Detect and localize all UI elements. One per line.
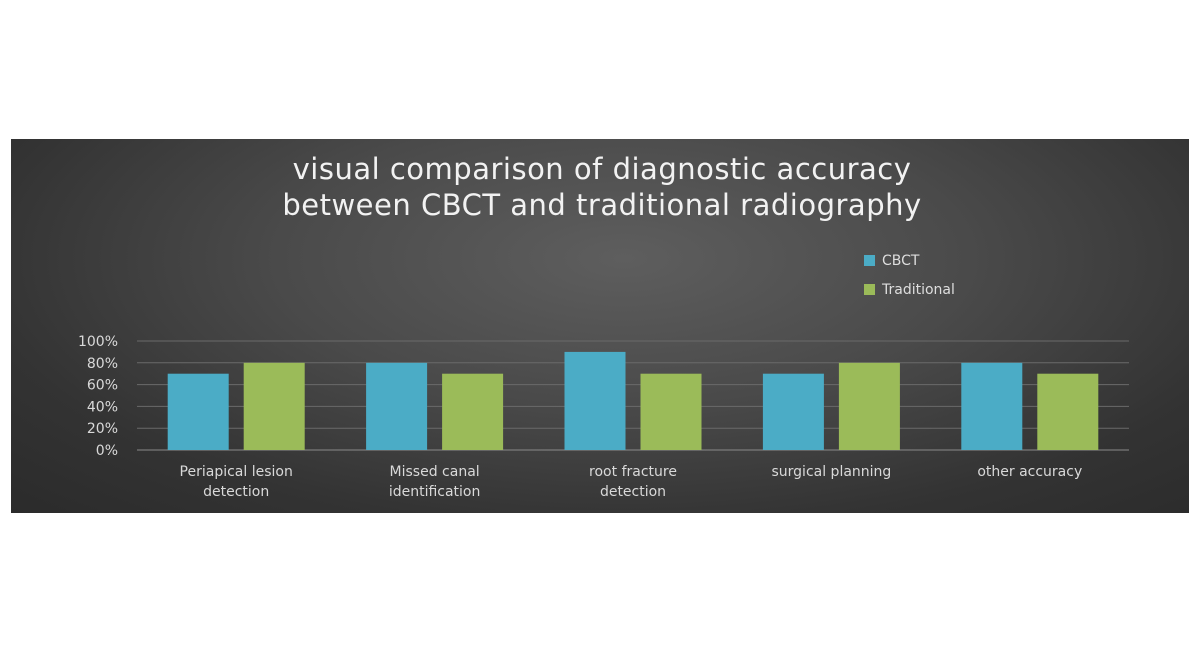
legend-label-cbct: CBCT xyxy=(882,253,920,269)
bar-cbct-4 xyxy=(961,362,1023,450)
y-tick-label: 60% xyxy=(87,378,118,394)
x-category-label: Missed canal xyxy=(390,464,480,480)
x-category-label: surgical planning xyxy=(771,464,891,480)
bar-cbct-2 xyxy=(564,351,626,450)
bar-chart: visual comparison of diagnostic accuracy… xyxy=(78,152,1129,500)
x-category-label: detection xyxy=(600,484,666,500)
y-tick-label: 100% xyxy=(78,334,118,350)
x-category-label: identification xyxy=(389,484,481,500)
y-tick-label: 40% xyxy=(87,399,118,415)
y-tick-label: 80% xyxy=(87,356,118,372)
bar-traditional-3 xyxy=(838,362,900,450)
legend-swatch-cbct xyxy=(864,255,875,266)
legend-swatch-traditional xyxy=(864,284,875,295)
x-category-label: other accuracy xyxy=(977,464,1082,480)
chart-title-line-1: visual comparison of diagnostic accuracy xyxy=(293,152,912,186)
legend: CBCT Traditional xyxy=(864,253,955,298)
bar-traditional-0 xyxy=(243,362,305,450)
y-tick-label: 20% xyxy=(87,421,118,437)
bar-traditional-2 xyxy=(640,373,702,450)
x-axis-labels: Periapical lesion detection Missed canal id… xyxy=(180,464,1083,500)
y-tick-label: 0% xyxy=(96,443,118,459)
bar-cbct-1 xyxy=(366,362,428,450)
chart-title-line-2: between CBCT and traditional radiography xyxy=(282,188,921,222)
bar-cbct-3 xyxy=(762,373,824,450)
x-category-label: root fracture xyxy=(589,464,677,480)
bar-traditional-1 xyxy=(442,373,504,450)
chart-panel: visual comparison of diagnostic accuracy… xyxy=(11,139,1189,513)
y-axis-ticks: 0% 20% 40% 60% 80% 100% xyxy=(78,334,118,459)
bar-cbct-0 xyxy=(167,373,229,450)
legend-label-traditional: Traditional xyxy=(881,282,955,298)
x-category-label: Periapical lesion xyxy=(180,464,293,480)
bar-traditional-4 xyxy=(1037,373,1099,450)
bars xyxy=(167,351,1099,450)
x-category-label: detection xyxy=(203,484,269,500)
